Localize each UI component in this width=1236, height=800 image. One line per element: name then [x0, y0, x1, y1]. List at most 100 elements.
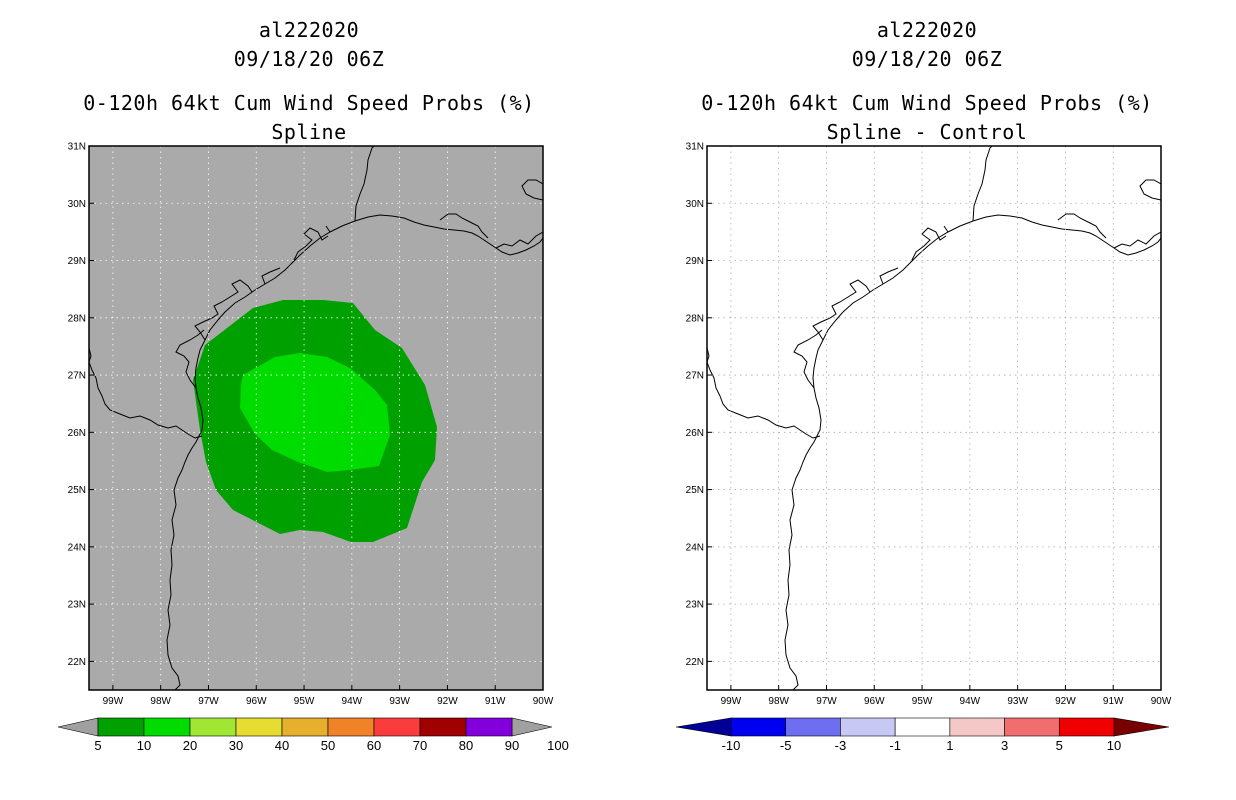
- right-colorbar-over-arrow: [1113, 717, 1170, 737]
- left-colorbar-swatch: [189, 717, 237, 737]
- left-colorbar-swatch: [327, 717, 375, 737]
- right-xtick-label: 99W: [721, 696, 742, 707]
- left-ytick-label: 31N: [68, 142, 86, 153]
- right-colorbar-swatch: [730, 717, 787, 737]
- right-colorbar-label: -5: [780, 738, 792, 753]
- right-ytick-label: 25N: [686, 485, 704, 496]
- left-map-frame: [88, 145, 544, 691]
- right-ytick-label: 22N: [686, 657, 704, 668]
- left-title: al222020 09/18/20 06Z 0-120h 64kt Cum Wi…: [29, 16, 589, 147]
- left-xtick-label: 99W: [103, 696, 124, 707]
- right-colorbar-swatch: [1004, 717, 1060, 737]
- right-ytick-label: 30N: [686, 199, 704, 210]
- right-xtick-label: 93W: [1007, 696, 1028, 707]
- right-colorbar-label: -1: [889, 738, 901, 753]
- right-colorbar-label: 5: [1056, 738, 1063, 753]
- right-title-storm-id: al222020: [876, 18, 978, 42]
- left-xtick-label: 92W: [437, 696, 458, 707]
- right-xtick-label: 95W: [912, 696, 933, 707]
- right-title-date: 09/18/20 06Z: [851, 47, 1003, 71]
- left-colorbar-swatch: [465, 717, 513, 737]
- left-colorbar-under-arrow: [57, 717, 99, 737]
- right-colorbar-label: 3: [1001, 738, 1008, 753]
- left-map-panel: 99W 98W 97W 96W 95W 94W 93W 92W 91W 90W 22N 23N 24N 2…: [57, 142, 569, 753]
- left-ytick-label: 22N: [68, 657, 86, 668]
- right-title-product: 0-120h 64kt Cum Wind Speed Probs (%): [701, 91, 1153, 115]
- right-map-panel: 99W 98W 97W 96W 95W 94W 93W 92W 91W 90W 22N 23N 24N 2…: [675, 142, 1172, 753]
- left-xtick-label: 94W: [342, 696, 363, 707]
- left-colorbar-swatch: [373, 717, 421, 737]
- right-grid: [707, 146, 1161, 690]
- right-ytick-label: 28N: [686, 313, 704, 324]
- right-map-background: [707, 146, 1161, 690]
- left-colorbar-label: 60: [367, 738, 381, 753]
- right-colorbar-label: 1: [946, 738, 953, 753]
- left-xtick-label: 93W: [389, 696, 410, 707]
- left-xtick-label: 96W: [246, 696, 267, 707]
- left-ytick-label: 29N: [68, 256, 86, 267]
- right-ytick-label: 24N: [686, 542, 704, 553]
- right-xtick-label: 91W: [1103, 696, 1124, 707]
- left-xtick-label: 98W: [150, 696, 171, 707]
- left-title-method: Spline: [271, 120, 347, 144]
- left-ytick-label: 30N: [68, 199, 86, 210]
- left-grid: [89, 146, 543, 690]
- left-colorbar: 5 10 20 30 40 50 60 70 80 90 100: [57, 717, 569, 753]
- right-ytick-label: 29N: [686, 256, 704, 267]
- left-colorbar-label: 50: [321, 738, 335, 753]
- right-colorbar-swatch: [1058, 717, 1115, 737]
- right-ytick-label: 31N: [686, 142, 704, 153]
- right-xtick-label: 94W: [960, 696, 981, 707]
- right-colorbar-swatch: [785, 717, 841, 737]
- left-title-storm-id: al222020: [258, 18, 360, 42]
- left-colorbar-swatch: [143, 717, 191, 737]
- left-axis-ticks: 99W 98W 97W 96W 95W 94W 93W 92W 91W 90W 22N 23N 24N 2…: [68, 142, 554, 708]
- left-xtick-label: 97W: [198, 696, 219, 707]
- right-ytick-label: 26N: [686, 428, 704, 439]
- right-xtick-label: 96W: [864, 696, 885, 707]
- left-colorbar-swatch: [235, 717, 283, 737]
- right-colorbar-label: 10: [1107, 738, 1121, 753]
- left-title-product: 0-120h 64kt Cum Wind Speed Probs (%): [83, 91, 535, 115]
- left-colorbar-label: 40: [275, 738, 289, 753]
- left-colorbar-swatch: [97, 717, 145, 737]
- right-xtick-label: 98W: [768, 696, 789, 707]
- left-colorbar-label: 90: [505, 738, 519, 753]
- right-colorbar-label: -10: [722, 738, 741, 753]
- right-colorbar-swatch: [949, 717, 1005, 737]
- left-colorbar-label: 80: [459, 738, 473, 753]
- right-axis-ticks: 99W 98W 97W 96W 95W 94W 93W 92W 91W 90W 22N 23N 24N 2…: [686, 142, 1172, 708]
- left-colorbar-over-arrow: [511, 717, 553, 737]
- left-ytick-label: 27N: [68, 371, 86, 382]
- right-title-method: Spline - Control: [826, 120, 1028, 144]
- left-xtick-label: 91W: [485, 696, 506, 707]
- left-title-date: 09/18/20 06Z: [233, 47, 385, 71]
- right-ytick-label: 23N: [686, 600, 704, 611]
- right-xtick-label: 92W: [1055, 696, 1076, 707]
- left-xtick-label: 95W: [294, 696, 315, 707]
- left-colorbar-swatch: [419, 717, 467, 737]
- right-colorbar-label: -3: [835, 738, 847, 753]
- left-ytick-label: 26N: [68, 428, 86, 439]
- left-colorbar-label: 10: [137, 738, 151, 753]
- right-title: al222020 09/18/20 06Z 0-120h 64kt Cum Wi…: [647, 16, 1207, 147]
- right-colorbar-under-arrow: [675, 717, 732, 737]
- contour-10-20: [240, 353, 390, 472]
- left-colorbar-label: 5: [94, 738, 101, 753]
- left-ytick-label: 25N: [68, 485, 86, 496]
- right-ytick-label: 27N: [686, 371, 704, 382]
- right-map-frame: [706, 145, 1162, 691]
- left-ytick-label: 28N: [68, 313, 86, 324]
- right-colorbar: -10 -5 -3 -1 1 3 5 10: [675, 717, 1170, 753]
- left-colorbar-label: 70: [413, 738, 427, 753]
- left-colorbar-label: 30: [229, 738, 243, 753]
- left-ytick-label: 23N: [68, 600, 86, 611]
- right-xtick-label: 97W: [816, 696, 837, 707]
- left-colorbar-label: 20: [183, 738, 197, 753]
- right-colorbar-swatch: [840, 717, 896, 737]
- right-colorbar-swatch: [894, 717, 951, 737]
- left-colorbar-swatch: [281, 717, 329, 737]
- left-ytick-label: 24N: [68, 542, 86, 553]
- left-xtick-label: 90W: [533, 696, 554, 707]
